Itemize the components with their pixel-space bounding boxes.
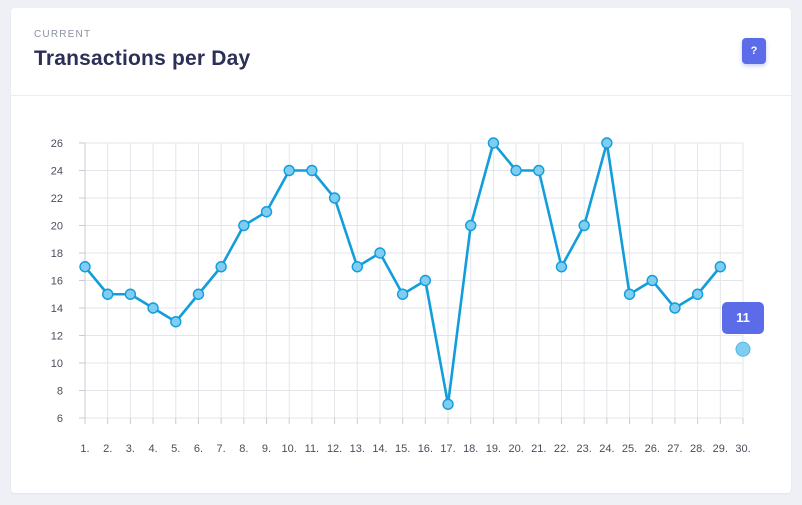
data-point — [192, 288, 205, 300]
data-point — [170, 316, 182, 328]
x-tick-label: 12. — [327, 443, 342, 455]
y-tick-label: 10 — [51, 358, 63, 370]
data-point — [79, 261, 91, 273]
x-tick-label: 19. — [486, 443, 501, 455]
x-tick-label: 9. — [262, 443, 271, 455]
x-tick-label: 29. — [713, 443, 728, 455]
x-tick-label: 13. — [350, 443, 365, 455]
data-point — [601, 137, 613, 149]
data-point — [510, 164, 522, 177]
data-point — [238, 219, 250, 232]
y-tick-label: 26 — [51, 138, 63, 150]
data-point — [260, 206, 273, 218]
highlight-point — [735, 341, 751, 357]
y-tick-label: 12 — [51, 331, 63, 343]
data-point — [419, 274, 432, 287]
data-point — [215, 261, 227, 273]
x-tick-label: 14. — [372, 443, 387, 455]
x-tick-label: 4. — [148, 443, 157, 455]
x-tick-label: 25. — [622, 443, 637, 455]
x-tick-label: 1. — [80, 443, 89, 455]
data-point — [487, 137, 500, 149]
x-tick-label: 16. — [418, 443, 433, 455]
x-tick-label: 24. — [599, 443, 614, 455]
data-point — [623, 288, 636, 300]
x-tick-label: 27. — [667, 443, 682, 455]
card-header: CURRENT Transactions per Day ? — [11, 8, 791, 96]
x-tick-label: 7. — [217, 443, 226, 455]
x-tick-label: 15. — [395, 443, 410, 455]
data-point — [578, 219, 590, 232]
y-tick-label: 20 — [51, 221, 63, 233]
x-tick-label: 30. — [735, 443, 750, 455]
data-point — [555, 261, 568, 273]
data-point — [124, 288, 137, 300]
data-point — [714, 261, 727, 273]
data-point — [306, 164, 318, 177]
data-point — [328, 192, 341, 204]
chart-card: CURRENT Transactions per Day ? — [11, 8, 791, 493]
y-tick-label: 6 — [57, 413, 63, 425]
y-tick-label: 18 — [51, 248, 63, 260]
y-tick-label: 24 — [51, 166, 63, 178]
x-tick-label: 26. — [645, 443, 660, 455]
page-title: Transactions per Day — [34, 47, 251, 70]
x-tick-label: 21. — [531, 443, 546, 455]
x-tick-label: 11. — [305, 443, 319, 455]
data-point — [351, 261, 363, 273]
x-tick-label: 22. — [554, 443, 569, 455]
y-tick-label: 8 — [57, 386, 63, 398]
data-point — [374, 247, 386, 259]
y-tick-label: 16 — [51, 276, 63, 288]
data-point — [442, 398, 454, 410]
x-tick-label: 18. — [463, 443, 478, 455]
y-tick-label: 14 — [51, 303, 63, 315]
data-point — [533, 164, 545, 177]
data-point — [646, 274, 658, 287]
data-point — [147, 302, 159, 314]
x-tick-label: 23. — [577, 443, 592, 455]
x-tick-label: 2. — [103, 443, 112, 455]
x-tick-label: 17. — [440, 443, 455, 455]
data-point — [396, 288, 409, 300]
data-point — [283, 164, 295, 177]
value-tooltip: 11 — [722, 302, 764, 335]
help-button[interactable]: ? — [742, 38, 766, 64]
data-point — [101, 288, 114, 300]
x-tick-label: 8. — [239, 443, 248, 455]
data-point — [691, 288, 704, 300]
data-point — [669, 302, 681, 314]
x-tick-label: 28. — [690, 443, 705, 455]
y-tick-label: 22 — [51, 193, 63, 205]
x-tick-label: 5. — [171, 443, 180, 455]
x-tick-label: 10. — [282, 443, 297, 455]
x-tick-label: 3. — [126, 443, 135, 455]
card-eyebrow: CURRENT — [34, 29, 92, 40]
x-tick-label: 6. — [194, 443, 203, 455]
data-point — [465, 219, 477, 232]
x-tick-label: 20. — [508, 443, 523, 455]
